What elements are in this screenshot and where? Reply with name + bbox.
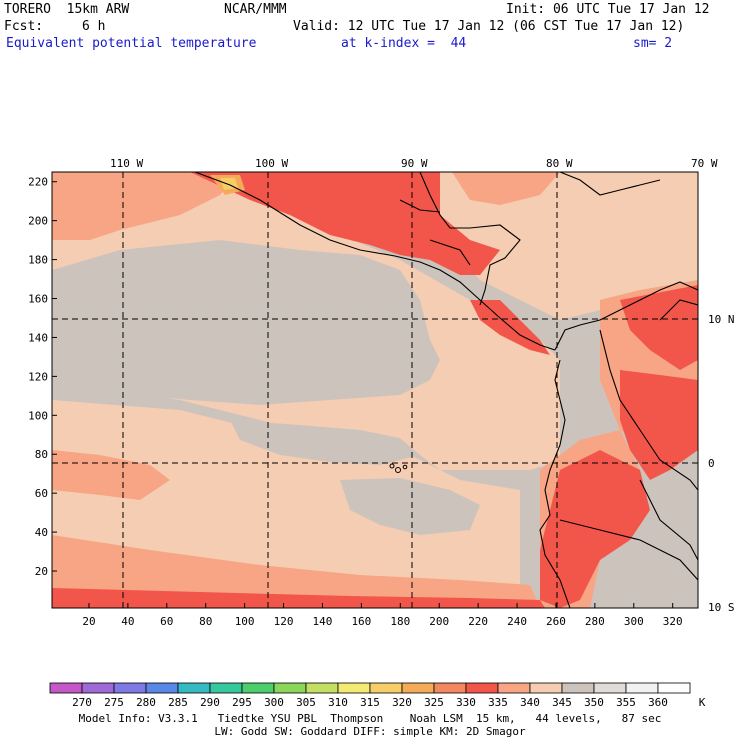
y-tick-label: 140 xyxy=(28,331,48,344)
model-info-line2: LW: Godd SW: Goddard DIFF: simple KM: 2D… xyxy=(214,725,526,738)
colorbar-label: 340 xyxy=(520,696,540,709)
x-tick-label: 180 xyxy=(390,615,410,628)
colorbar-label: 330 xyxy=(456,696,476,709)
colorbar-swatch xyxy=(593,682,627,694)
x-tick-label: 200 xyxy=(429,615,449,628)
colorbar-label: 305 xyxy=(296,696,316,709)
colorbar-label: 325 xyxy=(424,696,444,709)
colorbar-swatch xyxy=(561,682,595,694)
y-tick-label: 180 xyxy=(28,254,48,267)
colorbar-swatch xyxy=(369,682,403,694)
x-tick-label: 60 xyxy=(160,615,173,628)
y-tick-label: 20 xyxy=(35,565,48,578)
colorbar xyxy=(49,682,691,694)
x-tick-label: 320 xyxy=(663,615,683,628)
colorbar-label: 350 xyxy=(584,696,604,709)
y-tick-label: 60 xyxy=(35,487,48,500)
colorbar-label: 315 xyxy=(360,696,380,709)
map-field xyxy=(52,172,698,608)
level-label: at k-index = 44 xyxy=(341,36,467,51)
colorbar-label: 300 xyxy=(264,696,284,709)
fcst-value: 6 h xyxy=(82,19,106,34)
x-tick-label: 120 xyxy=(274,615,294,628)
colorbar-label: 335 xyxy=(488,696,508,709)
colorbar-swatch xyxy=(113,682,147,694)
colorbar-swatch xyxy=(209,682,243,694)
colorbar-label: 355 xyxy=(616,696,636,709)
colorbar-swatch xyxy=(145,682,179,694)
lon-label-80w: 80 W xyxy=(546,157,573,170)
colorbar-label: 295 xyxy=(232,696,252,709)
colorbar-swatch xyxy=(273,682,307,694)
colorbar-swatch xyxy=(497,682,531,694)
colorbar-label: 285 xyxy=(168,696,188,709)
y-tick-label: 100 xyxy=(28,409,48,422)
init-time: Init: 06 UTC Tue 17 Jan 12 xyxy=(506,2,710,17)
x-tick-label: 240 xyxy=(507,615,527,628)
model-info-line1: Model Info: V3.3.1 Tiedtke YSU PBL Thomp… xyxy=(78,712,662,725)
colorbar-label: 345 xyxy=(552,696,572,709)
lat-label-0: 0 xyxy=(708,457,715,470)
colorbar-swatch xyxy=(433,682,467,694)
y-tick-label: 160 xyxy=(28,293,48,306)
valid-time: Valid: 12 UTC Tue 17 Jan 12 (06 CST Tue … xyxy=(293,19,685,34)
colorbar-swatch xyxy=(401,682,435,694)
model-name: TORERO 15km ARW xyxy=(4,2,130,17)
map-frame xyxy=(51,171,699,609)
x-tick-label: 260 xyxy=(546,615,566,628)
lat-label-10n: 10 N xyxy=(708,313,735,326)
colorbar-label: 270 xyxy=(72,696,92,709)
x-tick-label: 220 xyxy=(468,615,488,628)
colorbar-swatch xyxy=(49,682,83,694)
colorbar-label: 280 xyxy=(136,696,156,709)
colorbar-swatch xyxy=(177,682,211,694)
colorbar-swatch xyxy=(625,682,659,694)
colorbar-swatch xyxy=(241,682,275,694)
lon-label-100w: 100 W xyxy=(255,157,288,170)
colorbar-label: 310 xyxy=(328,696,348,709)
colorbar-unit: K xyxy=(698,696,706,709)
y-tick-label: 200 xyxy=(28,215,48,228)
fcst-label: Fcst: xyxy=(4,19,44,34)
x-tick-label: 300 xyxy=(624,615,644,628)
y-tick-label: 220 xyxy=(28,176,48,189)
colorbar-swatch xyxy=(337,682,371,694)
colorbar-label: 290 xyxy=(200,696,220,709)
x-tick-label: 20 xyxy=(82,615,95,628)
colorbar-label: 320 xyxy=(392,696,412,709)
colorbar-label: 360 xyxy=(648,696,668,709)
y-tick-label: 120 xyxy=(28,370,48,383)
colorbar-swatch xyxy=(81,682,115,694)
smoothing-label: sm= 2 xyxy=(633,36,673,51)
x-tick-label: 160 xyxy=(351,615,371,628)
field-name: Equivalent potential temperature xyxy=(6,36,257,51)
lon-label-90w: 90 W xyxy=(401,157,428,170)
y-tick-label: 40 xyxy=(35,526,48,539)
colorbar-swatch xyxy=(657,682,691,694)
x-tick-label: 40 xyxy=(121,615,134,628)
x-tick-label: 280 xyxy=(585,615,605,628)
lon-label-110w: 110 W xyxy=(110,157,143,170)
y-tick-label: 80 xyxy=(35,448,48,461)
lon-label-70w: 70 W xyxy=(691,157,718,170)
colorbar-swatch xyxy=(465,682,499,694)
colorbar-swatch xyxy=(305,682,339,694)
x-tick-label: 140 xyxy=(313,615,333,628)
colorbar-label: 275 xyxy=(104,696,124,709)
x-tick-label: 100 xyxy=(235,615,255,628)
org-label: NCAR/MMM xyxy=(224,2,287,17)
colorbar-swatch xyxy=(529,682,563,694)
axis-ticks: 220 200 180 160 140 120 100 80 60 40 20 20 40 60 80 100… xyxy=(28,176,683,628)
lat-label-10s: 10 S xyxy=(708,601,735,614)
x-tick-label: 80 xyxy=(199,615,212,628)
